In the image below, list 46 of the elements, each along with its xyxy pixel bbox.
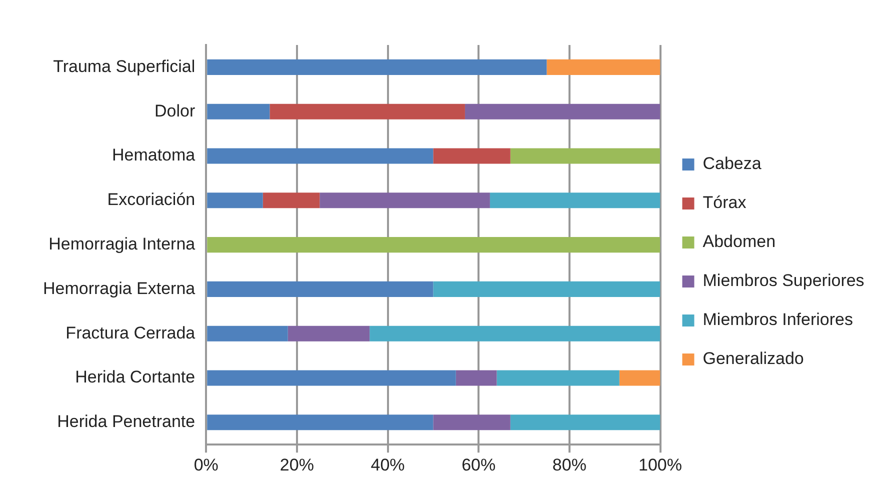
bar [370, 326, 660, 342]
y-tick-label: Hemorragia Externa [42, 278, 196, 298]
y-tick-label: Fractura Cerrada [66, 323, 196, 342]
x-tick-label: 60% [462, 455, 496, 474]
bar [207, 281, 434, 297]
x-tick-label: 0% [194, 455, 218, 474]
y-tick-label: Hemorragia Interna [48, 234, 196, 254]
legend-label: Abdomen [702, 232, 776, 252]
bar [262, 192, 320, 208]
legend-label: Cabeza [702, 154, 762, 174]
bar [207, 59, 547, 75]
y-tick-label: Dolor [154, 101, 196, 120]
bar [207, 148, 434, 164]
bar [490, 192, 660, 208]
bar [546, 59, 660, 75]
y-tick-label: Hematoma [112, 146, 196, 165]
bar [207, 104, 270, 120]
legend-label: Tórax [702, 193, 747, 212]
x-tick-label: 100% [638, 455, 682, 474]
bar [433, 414, 510, 430]
bar [270, 104, 465, 120]
legend-label: Generalizado [702, 349, 804, 368]
bar [207, 326, 288, 342]
bar [510, 414, 660, 430]
x-tick-label: 20% [280, 455, 314, 474]
bar [510, 148, 660, 164]
legend-label: Miembros Inferiores [702, 310, 853, 330]
y-tick-label: Trauma Superficial [53, 56, 196, 76]
y-tick-label: Herida Penetrante [57, 412, 196, 432]
bar [207, 237, 660, 253]
bar [496, 370, 620, 386]
bar [288, 326, 370, 342]
bar [207, 414, 434, 430]
y-tick-label: Herida Cortante [75, 368, 196, 387]
bar [433, 148, 510, 164]
bar [433, 281, 660, 297]
x-tick-label: 40% [370, 455, 405, 474]
bar [456, 370, 497, 386]
y-tick-label: Excoriación [107, 190, 196, 210]
bar [464, 104, 660, 120]
bar [619, 370, 660, 386]
bar [320, 192, 490, 208]
bar [207, 370, 456, 386]
legend-label: Miembros Superiores [702, 271, 864, 290]
x-tick-label: 80% [552, 455, 586, 474]
bar [207, 192, 263, 208]
